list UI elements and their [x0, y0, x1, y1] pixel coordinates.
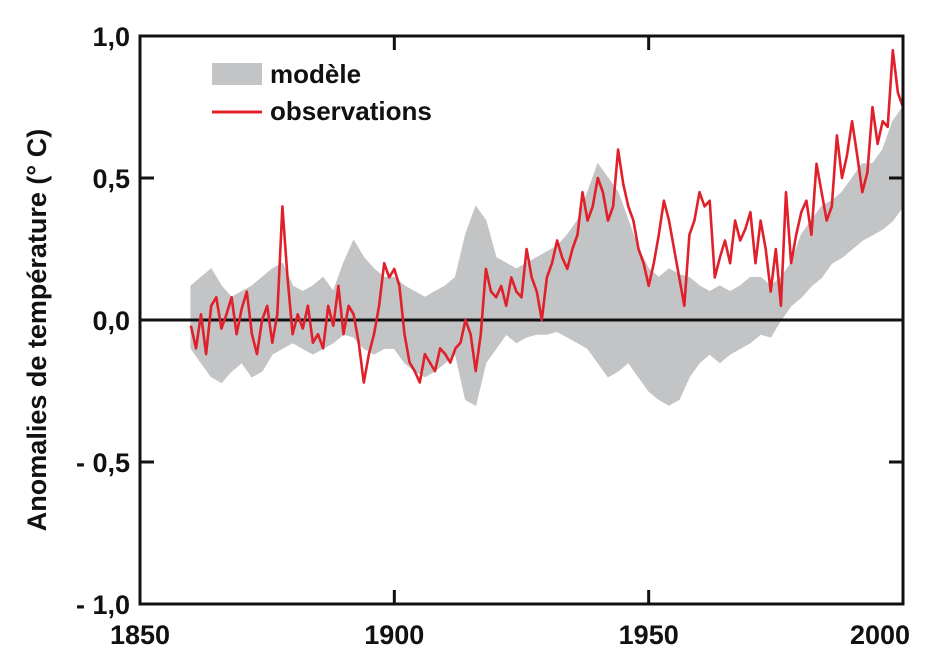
x-tick-label: 1900 [364, 620, 424, 650]
x-tick-label: 2000 [850, 620, 910, 650]
y-tick-label: 0,0 [92, 306, 130, 336]
axis-ticks [138, 34, 905, 606]
observations-line-layer [189, 48, 905, 384]
x-tick-label: 1950 [619, 620, 679, 650]
y-tick-label: - 1,0 [76, 590, 130, 620]
model-band-layer [190, 105, 904, 406]
legend-label-observations: observations [270, 96, 432, 126]
model-band [190, 105, 904, 406]
legend-swatch-modele [212, 63, 262, 85]
observations-line [189, 48, 905, 384]
y-axis-title: Anomalies de température (° C) [22, 129, 52, 531]
y-tick-label: 0,5 [92, 164, 130, 194]
y-tick-label: - 0,5 [76, 448, 130, 478]
x-tick-labels: 1850 1900 1950 2000 [110, 620, 910, 650]
y-tick-label: 1,0 [92, 22, 130, 52]
legend: modèle observations [212, 59, 432, 126]
x-tick-label: 1850 [110, 620, 170, 650]
legend-label-modele: modèle [270, 59, 361, 89]
y-tick-labels: 1,0 0,5 0,0 - 0,5 - 1,0 [76, 22, 130, 620]
